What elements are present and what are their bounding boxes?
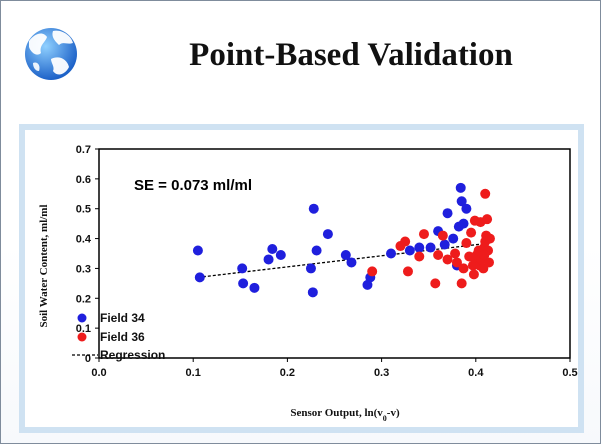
field-34-point [461, 203, 472, 214]
legend-marker-field-34 [77, 313, 87, 323]
chart-frame: 0 0.1 0.2 0.3 0.4 0.5 0.6 0.7 0.0 0.1 0.2 0.3 0.4 0.5… [19, 124, 584, 433]
tick-labels: 0 0.1 0.2 0.3 0.4 0.5 0.6 0.7 0.0 0.1 0.2 0.3 0.4 0.5 [76, 144, 578, 379]
legend-label-field-34: Field 34 [100, 311, 145, 325]
field-36-point [482, 214, 493, 225]
field-34-point [192, 245, 203, 256]
field-36-point [461, 238, 472, 249]
y-tick-label: 0.1 [76, 323, 91, 335]
field-36-point [402, 266, 413, 277]
field-34-point [442, 208, 453, 219]
axes [95, 148, 571, 362]
legend: Field 34 Field 36 Regression [72, 311, 165, 362]
scatter-chart: 0 0.1 0.2 0.3 0.4 0.5 0.6 0.7 0.0 0.1 0.2 0.3 0.4 0.5… [38, 144, 578, 423]
field-36-point [480, 188, 491, 199]
field-34-point [267, 244, 278, 255]
field-36-point [468, 269, 479, 280]
field-36-point [430, 278, 441, 289]
x-axis-title: Sensor Output, ln(v0-v) [290, 407, 400, 423]
x-axis-title-tail: -v) [387, 407, 400, 419]
field-34-point [340, 249, 351, 260]
field-34-point [311, 245, 322, 256]
field-34-point [237, 263, 248, 274]
field-34-point [456, 196, 467, 207]
field-36-point [414, 251, 425, 262]
legend-label-field-36: Field 36 [100, 330, 145, 344]
field-34-point [263, 254, 274, 265]
field-36-point [367, 266, 378, 277]
field-34-point [425, 242, 436, 253]
annotation-se: SE = 0.073 ml/ml [134, 177, 252, 194]
field-36-point [437, 230, 448, 241]
field-34-point [404, 245, 415, 256]
y-tick-label: 0.6 [76, 174, 91, 186]
field-34-point [305, 263, 316, 274]
legend-marker-field-36 [77, 332, 87, 342]
field-36-point [450, 248, 461, 259]
data-points [192, 182, 495, 298]
regression-line-group [197, 242, 491, 279]
field-36-point [433, 249, 444, 260]
field-36-point [456, 278, 467, 289]
field-34-point [238, 278, 249, 289]
field-34-point [414, 242, 425, 253]
field-34-point [386, 248, 397, 259]
field-36-point [479, 249, 490, 260]
y-tick-label: 0.2 [76, 293, 91, 305]
y-tick-label: 0.7 [76, 144, 91, 156]
x-axis-title-sub: 0 [383, 414, 387, 423]
y-tick-label: 0 [85, 353, 91, 365]
field-34-point [448, 233, 459, 244]
field-36-point [484, 233, 495, 244]
y-tick-label: 0.3 [76, 263, 91, 275]
x-tick-label: 0.2 [280, 367, 295, 379]
field-34-point [439, 239, 450, 250]
field-36-point [451, 257, 462, 268]
chart-area: 0 0.1 0.2 0.3 0.4 0.5 0.6 0.7 0.0 0.1 0.2 0.3 0.4 0.5… [25, 130, 578, 427]
field-34-point [307, 287, 318, 298]
field-34-point [455, 182, 466, 193]
field-36-point [466, 227, 477, 238]
field-36-point [442, 254, 453, 265]
field-36-point [458, 263, 469, 274]
x-tick-label: 0.1 [186, 367, 201, 379]
plot-border [98, 148, 571, 359]
field-36-point [400, 236, 411, 247]
field-34-point [275, 249, 286, 260]
field-34-point [308, 203, 319, 214]
y-tick-label: 0.5 [76, 204, 91, 216]
field-34-point [194, 272, 205, 283]
x-tick-label: 0.4 [468, 367, 484, 379]
field-34-point [322, 229, 333, 240]
x-tick-label: 0.3 [374, 367, 389, 379]
regression-line [197, 242, 491, 279]
field-34-point [249, 282, 260, 293]
field-34-point [346, 257, 357, 268]
field-34-point [458, 218, 469, 229]
field-36-point [483, 257, 494, 268]
legend-label-regression: Regression [100, 348, 165, 362]
y-tick-label: 0.4 [76, 234, 92, 246]
x-axis-title-main: Sensor Output, ln(v [290, 407, 383, 419]
globe-logo-icon [25, 28, 77, 80]
x-tick-label: 0.0 [91, 367, 106, 379]
slide-title: Point-Based Validation [189, 37, 513, 73]
y-axis-title: Soil Water Content, ml/ml [38, 204, 50, 327]
x-tick-label: 0.5 [562, 367, 577, 379]
field-36-point [418, 229, 429, 240]
